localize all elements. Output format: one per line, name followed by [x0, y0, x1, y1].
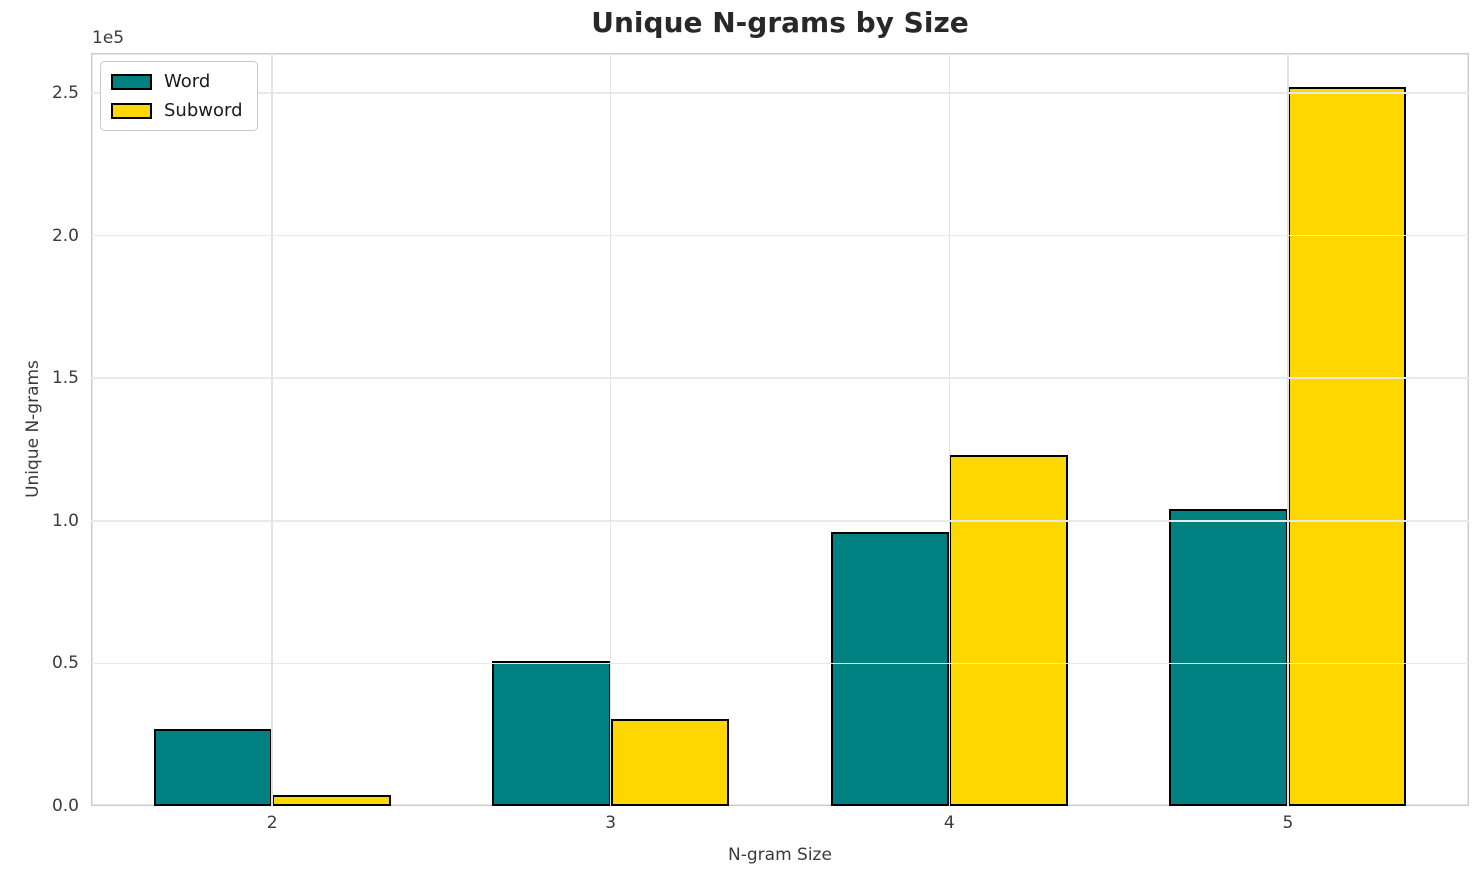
bar-subword-2	[272, 795, 391, 806]
word-series-swatch-icon	[111, 73, 152, 90]
bar-subword-5	[1287, 87, 1407, 806]
y-gridline	[91, 234, 1469, 237]
chart-title: Unique N-grams by Size	[591, 6, 969, 39]
y-axis-offset-label: 1e5	[92, 28, 125, 48]
legend: Word Subword	[100, 61, 258, 131]
y-tick-label: 1.5	[51, 368, 79, 389]
bar-word-2	[153, 728, 273, 806]
x-tick-label: 2	[266, 813, 278, 833]
y-gridline	[91, 662, 1469, 665]
x-tick-label: 5	[1282, 813, 1294, 833]
legend-item-word: Word	[111, 71, 243, 92]
x-gridline	[609, 53, 612, 806]
bar-word-5	[1169, 509, 1288, 806]
bar-subword-4	[949, 455, 1068, 806]
y-gridline	[91, 520, 1469, 522]
y-tick-label: 2.5	[51, 82, 79, 103]
bar-word-4	[830, 532, 950, 806]
plot-area: Word Subword	[91, 53, 1469, 806]
x-tick-label: 3	[605, 813, 617, 833]
legend-label: Subword	[164, 100, 243, 121]
y-gridline	[91, 377, 1469, 379]
bar-word-3	[492, 660, 611, 806]
legend-label: Word	[164, 71, 211, 92]
y-tick-label: 1.0	[51, 510, 79, 531]
x-gridline	[948, 53, 951, 806]
x-axis-label: N-gram Size	[728, 845, 832, 865]
x-gridline	[271, 53, 273, 806]
bar-subword-3	[610, 719, 730, 806]
x-gridline	[1287, 53, 1289, 806]
y-tick-label: 2.0	[51, 225, 79, 246]
y-gridline	[91, 92, 1469, 94]
x-tick-label: 4	[943, 813, 955, 833]
y-tick-label: 0.5	[51, 653, 79, 674]
subword-series-swatch-icon	[111, 102, 152, 119]
legend-item-subword: Subword	[111, 100, 243, 121]
y-tick-label: 0.0	[51, 796, 79, 816]
